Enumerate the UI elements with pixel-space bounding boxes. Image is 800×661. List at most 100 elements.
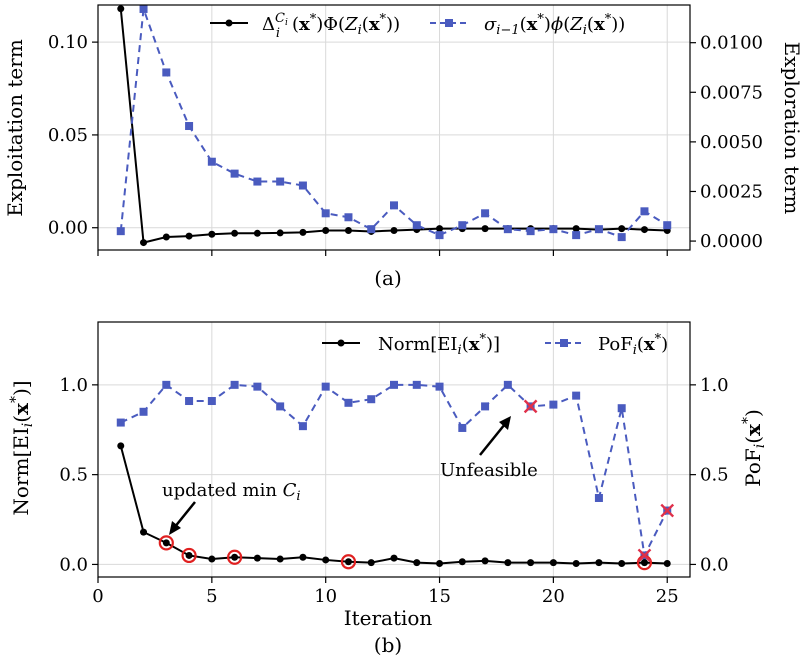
panel-b-ei-line bbox=[119, 445, 668, 565]
panel-a-exploitation-point bbox=[253, 229, 261, 237]
panel-a: 0.00 0.05 0.10 0.0000 0.0025 0.0050 0.0075 0.01… bbox=[3, 4, 800, 290]
panel-b-pof-point bbox=[435, 382, 444, 391]
panel-b-ei-point bbox=[185, 551, 193, 559]
panel-b-ei-point bbox=[253, 554, 261, 562]
panel-b-pof-point bbox=[344, 398, 353, 407]
panel-a-exploitation-point bbox=[117, 5, 125, 13]
panel-b-ei-point bbox=[618, 560, 626, 568]
panel-b-y2label: PoFi(x*) bbox=[740, 409, 768, 487]
legend-a-exploration-marker bbox=[445, 19, 453, 27]
panel-b-y2tick-label: 0.5 bbox=[700, 465, 729, 486]
panel-a-exploitation-point bbox=[276, 229, 284, 237]
legend-a-exploitation-marker bbox=[225, 19, 233, 27]
panel-a-exploration-point bbox=[298, 181, 307, 190]
panel-a-exploration-point bbox=[526, 227, 535, 236]
panel-b-ei-point bbox=[663, 560, 671, 568]
panel-a-ytick-label: 0.00 bbox=[48, 218, 88, 239]
panel-a-ytick-label: 0.05 bbox=[48, 125, 88, 146]
panel-b-xtick-label: 15 bbox=[428, 586, 451, 607]
panel-a-frame bbox=[97, 4, 691, 251]
panel-b-pof-point bbox=[185, 397, 194, 406]
panel-a-y2tick-label: 0.0075 bbox=[700, 82, 763, 103]
panel-a-exploration-point bbox=[549, 225, 558, 234]
panel-a-exploitation-point bbox=[572, 225, 580, 233]
panel-b-pof-point bbox=[230, 380, 239, 389]
legend-b-pof-marker bbox=[560, 339, 568, 347]
panel-a-ylabel: Exploitation term bbox=[3, 39, 27, 217]
panel-b-pof-point bbox=[390, 380, 398, 389]
panel-b-pof-point bbox=[572, 391, 581, 400]
panel-b-pof-point bbox=[481, 402, 490, 411]
annotation-unfeasible: Unfeasible bbox=[440, 416, 538, 481]
panel-b-pof-point bbox=[276, 402, 285, 411]
panel-b-ei-point bbox=[549, 559, 557, 567]
panel-b-unfeasible-marker bbox=[637, 548, 652, 563]
panel-b-xtick-label: 5 bbox=[206, 586, 217, 607]
panel-b-ei-point bbox=[208, 555, 216, 563]
panel-b-legend: Norm[EIi(x*)] PoFi(x*) bbox=[322, 332, 668, 358]
panel-b-y2tick-label: 0.0 bbox=[700, 554, 729, 575]
panel-a-exploration-point bbox=[344, 213, 353, 222]
panel-a-exploitation-point bbox=[231, 229, 239, 237]
panel-a-exploration-point bbox=[412, 221, 421, 230]
panel-a-exploration-point bbox=[572, 231, 581, 240]
panel-b-ei-point bbox=[504, 559, 512, 567]
panel-a-y2tick-label: 0.0100 bbox=[700, 33, 763, 54]
panel-b-updated-min-marker bbox=[340, 554, 357, 570]
panel-a-exploration-point bbox=[162, 68, 171, 77]
panel-b-pof-point bbox=[412, 380, 421, 389]
panel-a-exploration-point bbox=[617, 233, 626, 242]
panel-a-exploration-point bbox=[594, 225, 603, 234]
panel-a-exploration-point bbox=[435, 231, 444, 240]
panel-a-legend: ΔCi i (x*)Φ(Zi(x*)) σi−1(x*)ϕ(Zi(x*)) bbox=[210, 11, 625, 41]
panel-b-updated-min-marker bbox=[181, 547, 197, 564]
panel-b-ticks: 0 5 10 15 20 25 0.0 0.0 0.5 0.5 1.0 1.0 bbox=[59, 375, 728, 607]
legend-b-ei-label: Norm[EIi(x*)] bbox=[378, 332, 500, 358]
panel-b-pof-point bbox=[116, 418, 125, 427]
legend-a-exploration-label: σi−1(x*)ϕ(Zi(x*)) bbox=[484, 12, 625, 38]
panel-a-exploration-point bbox=[276, 177, 285, 186]
panel-b-pof-point bbox=[594, 493, 603, 502]
panel-b-ei-point bbox=[390, 554, 398, 562]
panel-b-pof-point bbox=[139, 407, 148, 416]
panel-a-exploration-point bbox=[640, 207, 649, 216]
panel-a-exploration-point bbox=[663, 221, 672, 230]
panel-a-exploitation-point bbox=[344, 227, 352, 235]
panel-b-pof-line bbox=[120, 383, 669, 559]
panel-b-pof-point bbox=[367, 395, 376, 404]
panel-a-exploration-point bbox=[185, 122, 194, 131]
panel-a-y2tick-label: 0.0000 bbox=[700, 231, 763, 252]
panel-b-updated-min-marker bbox=[227, 549, 243, 565]
panel-b-xtick-label: 20 bbox=[542, 586, 565, 607]
panel-a-exploitation-point bbox=[208, 230, 216, 238]
panel-b-xtick-label: 0 bbox=[92, 586, 103, 607]
annotation-updated-min-text: updated min Ci bbox=[162, 480, 301, 504]
annotation-updated-min-arrow bbox=[173, 501, 196, 529]
panel-b-ei-point bbox=[231, 553, 239, 561]
panel-b-ei-point bbox=[640, 559, 648, 567]
panel-a-exploration-point bbox=[321, 209, 330, 218]
panel-a-exploitation-point bbox=[618, 225, 626, 233]
panel-b-ei-point bbox=[140, 528, 148, 536]
panel-a-plot bbox=[116, 4, 672, 247]
panel-b-ei-point bbox=[572, 560, 580, 568]
panel-b-pof-point bbox=[298, 422, 307, 431]
panel-b-grid bbox=[97, 322, 690, 577]
panel-a-exploitation-point bbox=[640, 226, 648, 234]
panel-a-y2tick-label: 0.0025 bbox=[700, 181, 763, 202]
panel-a-exploration-point bbox=[481, 209, 490, 218]
panel-a-exploration-point bbox=[503, 225, 512, 234]
panel-b-plot bbox=[116, 380, 675, 571]
panel-b-pof-point bbox=[253, 382, 262, 391]
annotation-unfeasible-arrow bbox=[479, 423, 506, 456]
annotation-updated-min-arrowhead bbox=[169, 521, 181, 535]
panel-a-ticks: 0.00 0.05 0.10 0.0000 0.0025 0.0050 0.0075 0.01… bbox=[48, 32, 763, 256]
legend-b-pof-label: PoFi(x*) bbox=[598, 332, 668, 358]
panel-b-ei-point bbox=[322, 556, 330, 564]
panel-a-exploration-point bbox=[139, 4, 148, 13]
panel-b-ytick-label: 0.0 bbox=[59, 554, 88, 575]
panel-a-exploration-point bbox=[116, 227, 125, 236]
panel-b-ei-point bbox=[162, 539, 170, 547]
panel-b-unfeasible-marker bbox=[523, 399, 538, 414]
